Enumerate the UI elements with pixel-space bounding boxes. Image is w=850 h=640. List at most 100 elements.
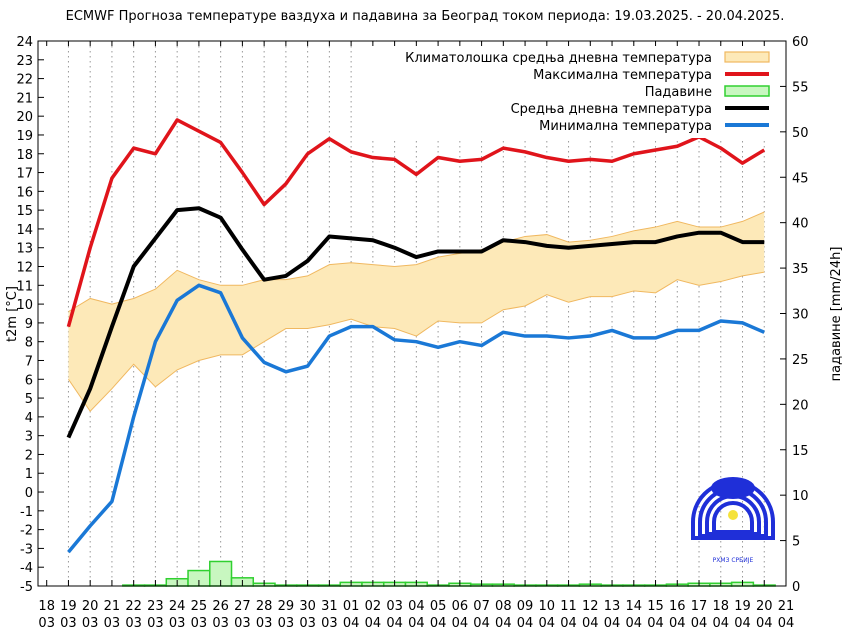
y-tick-label: 12 [16, 261, 33, 276]
x-tick-month: 04 [430, 616, 447, 631]
y-tick-label: 10 [16, 298, 33, 313]
x-tick-month: 04 [734, 616, 751, 631]
chart-title: ECMWF Прогноза температуре ваздуха и пад… [66, 9, 785, 24]
legend-label: Минимална температура [539, 119, 712, 134]
y-tick-label: 8 [25, 336, 33, 351]
x-tick-month: 03 [299, 616, 316, 631]
y-tick-label: 13 [16, 242, 33, 257]
y-tick-label: 0 [25, 486, 33, 501]
legend-swatch-precip [724, 85, 770, 97]
x-tick-day: 08 [495, 599, 512, 614]
legend-swatch-climate [724, 51, 770, 63]
x-tick-day: 16 [669, 599, 686, 614]
y2-tick-label: 50 [792, 126, 809, 141]
x-tick-day: 19 [60, 599, 77, 614]
x-tick-month: 03 [169, 616, 186, 631]
x-tick-day: 06 [452, 599, 469, 614]
x-tick-day: 21 [778, 599, 795, 614]
x-tick-month: 04 [473, 616, 490, 631]
x-tick-day: 04 [408, 599, 425, 614]
y-tick-label: 2 [25, 448, 33, 463]
x-tick-month: 04 [712, 616, 729, 631]
x-tick-month: 04 [669, 616, 686, 631]
y-tick-label: 21 [16, 91, 33, 106]
x-tick-day: 27 [234, 599, 251, 614]
x-tick-month: 04 [539, 616, 556, 631]
x-tick-month: 03 [38, 616, 55, 631]
x-tick-day: 07 [473, 599, 490, 614]
y2-tick-label: 25 [792, 353, 809, 368]
x-tick-day: 18 [712, 599, 729, 614]
y-tick-label: -2 [20, 524, 33, 539]
climate-band-lower [68, 271, 765, 413]
x-tick-day: 20 [82, 599, 99, 614]
y-tick-label: -1 [20, 505, 33, 520]
x-tick-month: 04 [365, 616, 382, 631]
x-tick-month: 03 [234, 616, 251, 631]
x-tick-month: 04 [582, 616, 599, 631]
x-tick-month: 04 [778, 616, 795, 631]
x-tick-month: 04 [626, 616, 643, 631]
x-tick-day: 22 [125, 599, 142, 614]
y-tick-label: 23 [16, 54, 33, 69]
x-tick-day: 14 [626, 599, 643, 614]
x-tick-day: 21 [104, 599, 121, 614]
y2-tick-label: 60 [792, 35, 809, 50]
y-tick-label: 14 [16, 223, 33, 238]
x-tick-day: 25 [191, 599, 208, 614]
y2-tick-label: 15 [792, 444, 809, 459]
x-tick-day: 18 [38, 599, 55, 614]
legend-label: Падавине [645, 85, 712, 100]
rhmz-logo: РХМЗ СРБИЈЕ [691, 477, 775, 564]
y2-tick-label: 20 [792, 398, 809, 413]
y-tick-label: 15 [16, 204, 33, 219]
x-tick-day: 09 [517, 599, 534, 614]
logo-sun-icon [728, 510, 738, 520]
x-tick-day: 24 [169, 599, 186, 614]
y-tick-label: 19 [16, 129, 33, 144]
x-tick-month: 03 [278, 616, 295, 631]
y-tick-label: -5 [20, 580, 33, 595]
x-tick-month: 03 [82, 616, 99, 631]
x-tick-day: 03 [386, 599, 403, 614]
x-tick-day: 30 [299, 599, 316, 614]
y-tick-label: 1 [25, 467, 33, 482]
y-axis-label: t2m [°C] [5, 286, 20, 342]
y-tick-label: 16 [16, 185, 33, 200]
y-tick-label: 3 [25, 430, 33, 445]
x-tick-month: 04 [647, 616, 664, 631]
y-tick-label: 5 [25, 392, 33, 407]
x-tick-month: 04 [452, 616, 469, 631]
x-tick-month: 03 [125, 616, 142, 631]
logo-ring [712, 501, 754, 534]
y2-tick-label: 55 [792, 80, 809, 95]
x-tick-day: 31 [321, 599, 338, 614]
x-tick-month: 04 [517, 616, 534, 631]
y-tick-label: 24 [16, 35, 33, 50]
y2-tick-label: 0 [792, 580, 800, 595]
y2-tick-label: 45 [792, 171, 809, 186]
climate-band-upper [68, 211, 765, 313]
y-tick-label: -3 [20, 542, 33, 557]
x-tick-day: 15 [647, 599, 664, 614]
y-tick-label: 4 [25, 411, 33, 426]
x-tick-month: 04 [408, 616, 425, 631]
y2-tick-label: 5 [792, 535, 800, 550]
legend-background [360, 44, 784, 138]
x-tick-day: 17 [691, 599, 708, 614]
x-tick-day: 02 [365, 599, 382, 614]
y2-tick-label: 30 [792, 308, 809, 323]
x-tick-day: 01 [343, 599, 360, 614]
mean-temp-line [66, 206, 765, 439]
x-tick-month: 03 [60, 616, 77, 631]
y2-tick-label: 10 [792, 489, 809, 504]
x-tick-day: 29 [278, 599, 295, 614]
x-tick-month: 04 [495, 616, 512, 631]
x-tick-month: 03 [256, 616, 273, 631]
legend-label: Максимална температура [533, 68, 712, 83]
legend-label: Средња дневна температура [511, 102, 712, 117]
x-tick-day: 11 [560, 599, 577, 614]
y-tick-label: -4 [20, 561, 33, 576]
x-tick-day: 10 [539, 599, 556, 614]
